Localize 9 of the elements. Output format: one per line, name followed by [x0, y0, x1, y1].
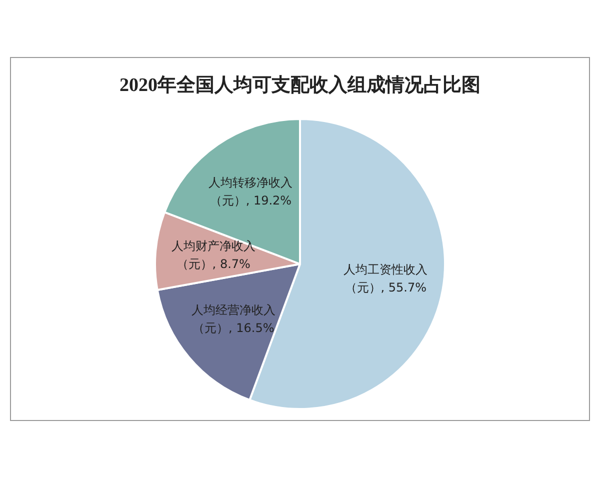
data-label: （元）, 8.7% — [176, 257, 250, 272]
data-label: （元）, 55.7% — [344, 280, 427, 294]
slice-label: 人均财产净收入 — [171, 239, 256, 254]
chart-title: 2020年全国人均可支配收入组成情况占比图 — [118, 74, 482, 98]
slice-label: 人均经营净收入 — [191, 303, 276, 318]
data-label: （元）, 16.5% — [192, 321, 274, 336]
slice-label: 人均工资性收入 — [344, 262, 428, 276]
slice-label: 人均转移净收入 — [208, 175, 293, 190]
data-label: （元）, 19.2% — [210, 193, 292, 208]
